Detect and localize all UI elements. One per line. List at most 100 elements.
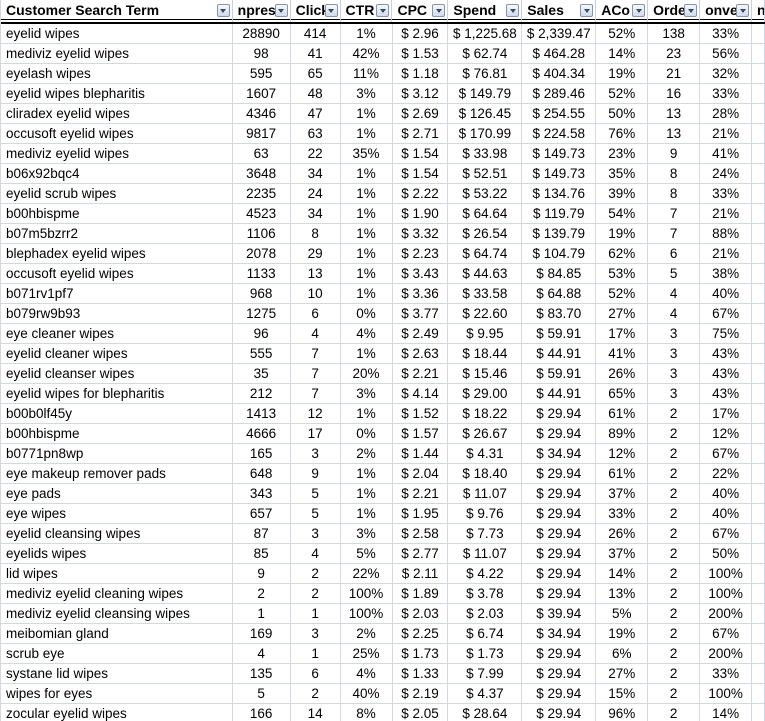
- cell-impressions[interactable]: 2: [232, 584, 291, 604]
- cell-conversion[interactable]: 40%: [700, 504, 753, 524]
- cell-clicks[interactable]: 9: [290, 464, 341, 484]
- cell-orders[interactable]: 8: [648, 164, 701, 184]
- cell-conversion[interactable]: 56%: [700, 44, 753, 64]
- cell-next-column-clipped[interactable]: [752, 224, 765, 244]
- cell-orders[interactable]: 2: [648, 544, 701, 564]
- cell-impressions[interactable]: 1133: [232, 264, 291, 284]
- cell-spend[interactable]: $ 170.99: [448, 124, 523, 144]
- cell-orders[interactable]: 3: [648, 384, 701, 404]
- cell-cpc[interactable]: $ 1.90: [392, 204, 449, 224]
- cell-sales[interactable]: $ 39.94: [522, 604, 597, 624]
- cell-next-column-clipped[interactable]: [752, 544, 765, 564]
- cell-conversion[interactable]: 67%: [700, 444, 753, 464]
- cell-clicks[interactable]: 12: [290, 404, 341, 424]
- cell-spend[interactable]: $ 64.64: [448, 204, 523, 224]
- cell-clicks[interactable]: 7: [290, 364, 341, 384]
- cell-next-column-clipped[interactable]: [752, 124, 765, 144]
- cell-customer-search-term[interactable]: eyelid cleaner wipes: [1, 344, 233, 364]
- cell-acos[interactable]: 65%: [596, 384, 649, 404]
- cell-orders[interactable]: 2: [648, 484, 701, 504]
- cell-spend[interactable]: $ 4.22: [448, 564, 523, 584]
- cell-acos[interactable]: 5%: [596, 604, 649, 624]
- cell-customer-search-term[interactable]: cliradex eyelid wipes: [1, 104, 233, 124]
- cell-spend[interactable]: $ 44.63: [448, 264, 523, 284]
- cell-conversion[interactable]: 67%: [700, 524, 753, 544]
- cell-sales[interactable]: $ 29.94: [522, 504, 597, 524]
- cell-ctr[interactable]: 35%: [340, 144, 393, 164]
- cell-ctr[interactable]: 1%: [340, 164, 393, 184]
- cell-acos[interactable]: 12%: [596, 444, 649, 464]
- cell-cpc[interactable]: $ 1.54: [392, 144, 449, 164]
- cell-clicks[interactable]: 7: [290, 344, 341, 364]
- cell-ctr[interactable]: 2%: [340, 624, 393, 644]
- cell-conversion[interactable]: 43%: [700, 364, 753, 384]
- cell-next-column-clipped[interactable]: [752, 384, 765, 404]
- cell-next-column-clipped[interactable]: [752, 344, 765, 364]
- cell-orders[interactable]: 2: [648, 524, 701, 544]
- cell-ctr[interactable]: 3%: [340, 84, 393, 104]
- cell-cpc[interactable]: $ 2.25: [392, 624, 449, 644]
- cell-cpc[interactable]: $ 2.21: [392, 484, 449, 504]
- cell-conversion[interactable]: 200%: [700, 604, 753, 624]
- cell-impressions[interactable]: 4346: [232, 104, 291, 124]
- cell-orders[interactable]: 2: [648, 444, 701, 464]
- cell-sales[interactable]: $ 29.94: [522, 544, 597, 564]
- cell-cpc[interactable]: $ 4.14: [392, 384, 449, 404]
- cell-orders[interactable]: 2: [648, 704, 701, 721]
- cell-clicks[interactable]: 414: [290, 24, 341, 44]
- cell-conversion[interactable]: 40%: [700, 484, 753, 504]
- cell-spend[interactable]: $ 33.98: [448, 144, 523, 164]
- cell-impressions[interactable]: 4666: [232, 424, 291, 444]
- cell-next-column-clipped[interactable]: [752, 664, 765, 684]
- cell-cpc[interactable]: $ 3.43: [392, 264, 449, 284]
- cell-spend[interactable]: $ 4.31: [448, 444, 523, 464]
- cell-cpc[interactable]: $ 3.36: [392, 284, 449, 304]
- cell-customer-search-term[interactable]: b00b0lf45y: [1, 404, 233, 424]
- column-header-cpc[interactable]: CPC: [392, 0, 449, 22]
- cell-cpc[interactable]: $ 2.11: [392, 564, 449, 584]
- cell-clicks[interactable]: 3: [290, 444, 341, 464]
- cell-acos[interactable]: 23%: [596, 144, 649, 164]
- cell-next-column-clipped[interactable]: [752, 424, 765, 444]
- cell-sales[interactable]: $ 64.88: [522, 284, 597, 304]
- cell-impressions[interactable]: 1275: [232, 304, 291, 324]
- column-header-ctr[interactable]: CTR: [340, 0, 393, 22]
- cell-spend[interactable]: $ 6.74: [448, 624, 523, 644]
- cell-next-column-clipped[interactable]: [752, 64, 765, 84]
- cell-cpc[interactable]: $ 2.71: [392, 124, 449, 144]
- filter-dropdown-icon[interactable]: [580, 4, 594, 17]
- cell-conversion[interactable]: 12%: [700, 424, 753, 444]
- cell-cpc[interactable]: $ 3.77: [392, 304, 449, 324]
- cell-clicks[interactable]: 24: [290, 184, 341, 204]
- cell-impressions[interactable]: 1607: [232, 84, 291, 104]
- cell-sales[interactable]: $ 84.85: [522, 264, 597, 284]
- cell-spend[interactable]: $ 7.73: [448, 524, 523, 544]
- cell-clicks[interactable]: 65: [290, 64, 341, 84]
- cell-spend[interactable]: $ 11.07: [448, 544, 523, 564]
- cell-sales[interactable]: $ 119.79: [522, 204, 597, 224]
- cell-impressions[interactable]: 63: [232, 144, 291, 164]
- cell-acos[interactable]: 13%: [596, 584, 649, 604]
- cell-next-column-clipped[interactable]: [752, 584, 765, 604]
- cell-spend[interactable]: $ 2.03: [448, 604, 523, 624]
- cell-impressions[interactable]: 9817: [232, 124, 291, 144]
- cell-impressions[interactable]: 2078: [232, 244, 291, 264]
- cell-ctr[interactable]: 1%: [340, 284, 393, 304]
- cell-cpc[interactable]: $ 2.05: [393, 704, 449, 721]
- column-header-next-column-clipped[interactable]: n: [752, 0, 765, 22]
- cell-impressions[interactable]: 166: [233, 704, 291, 721]
- cell-customer-search-term[interactable]: eyelid cleansing wipes: [1, 524, 233, 544]
- cell-sales[interactable]: $ 149.73: [522, 144, 597, 164]
- cell-conversion[interactable]: 33%: [700, 184, 753, 204]
- cell-conversion[interactable]: 33%: [700, 24, 753, 44]
- cell-orders[interactable]: 13: [648, 104, 701, 124]
- cell-orders[interactable]: 2: [648, 624, 701, 644]
- cell-cpc[interactable]: $ 2.21: [392, 364, 449, 384]
- cell-conversion[interactable]: 14%: [700, 704, 753, 721]
- filter-dropdown-icon[interactable]: [216, 4, 230, 17]
- cell-conversion[interactable]: 200%: [700, 644, 753, 664]
- cell-ctr[interactable]: 11%: [340, 64, 393, 84]
- cell-impressions[interactable]: 135: [232, 664, 291, 684]
- cell-clicks[interactable]: 7: [290, 384, 341, 404]
- cell-clicks[interactable]: 8: [290, 224, 341, 244]
